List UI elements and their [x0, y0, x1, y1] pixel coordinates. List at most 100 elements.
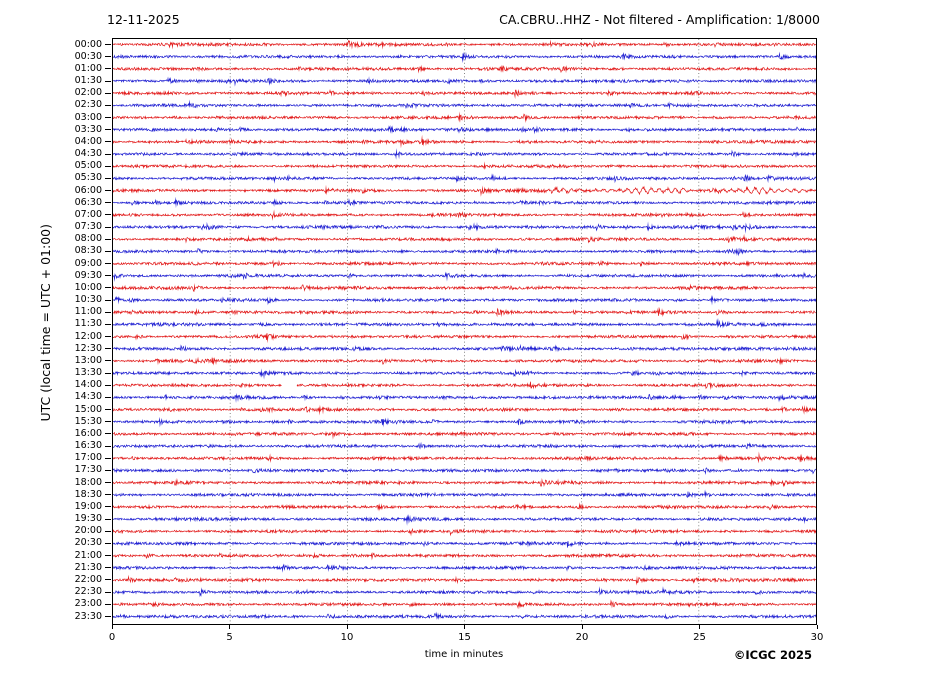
y-tick-label: 17:00 [74, 452, 102, 464]
y-tick-mark [105, 250, 111, 252]
y-tick-mark [105, 275, 111, 277]
y-tick-mark [105, 92, 111, 94]
y-tick-mark [105, 372, 111, 374]
y-tick-mark [105, 567, 111, 569]
y-tick-label: 16:00 [74, 427, 102, 439]
y-tick-label: 17:30 [74, 464, 102, 476]
y-tick-label: 11:30 [74, 318, 102, 330]
y-tick-mark [105, 311, 111, 313]
y-tick-label: 08:00 [74, 233, 102, 245]
y-tick-label: 07:30 [74, 221, 102, 233]
y-tick-mark [105, 214, 111, 216]
y-tick-label: 10:30 [74, 294, 102, 306]
y-tick-label: 23:00 [74, 598, 102, 610]
y-tick-label: 03:00 [74, 111, 102, 123]
y-tick-mark [105, 542, 111, 544]
y-tick-mark [105, 263, 111, 265]
y-tick-label: 13:30 [74, 367, 102, 379]
y-tick-label: 19:00 [74, 500, 102, 512]
y-tick-mark [105, 323, 111, 325]
y-tick-mark [105, 165, 111, 167]
y-tick-mark [105, 396, 111, 398]
y-tick-label: 15:30 [74, 415, 102, 427]
y-tick-mark [105, 494, 111, 496]
x-tick-mark [346, 625, 348, 629]
y-tick-mark [105, 384, 111, 386]
y-tick-mark [105, 202, 111, 204]
y-tick-label: 22:00 [74, 573, 102, 585]
y-tick-label: 16:30 [74, 440, 102, 452]
y-tick-label: 09:30 [74, 269, 102, 281]
y-tick-mark [105, 117, 111, 119]
x-tick-label: 15 [458, 632, 471, 643]
y-tick-mark [105, 190, 111, 192]
plot-area [112, 38, 817, 625]
x-tick-label: 0 [108, 632, 116, 643]
x-tick-label: 20 [575, 632, 589, 643]
y-tick-label: 00:30 [74, 50, 102, 62]
y-tick-label: 15:00 [74, 403, 102, 415]
y-tick-label: 19:30 [74, 513, 102, 525]
y-tick-label: 01:00 [74, 62, 102, 74]
station-title: CA.CBRU..HHZ - Not filtered - Amplificat… [499, 12, 820, 27]
y-tick-mark [105, 360, 111, 362]
y-tick-mark [105, 433, 111, 435]
y-tick-label: 20:00 [74, 525, 102, 537]
x-tick-label: 30 [810, 632, 824, 643]
y-tick-mark [105, 68, 111, 70]
x-tick-mark [229, 625, 230, 629]
y-tick-mark [105, 579, 111, 581]
y-tick-mark [105, 555, 111, 557]
y-tick-mark [105, 421, 111, 423]
y-tick-mark [105, 299, 111, 301]
y-tick-label: 06:30 [74, 196, 102, 208]
y-tick-mark [105, 56, 111, 58]
y-tick-mark [105, 141, 111, 143]
x-tick-mark [581, 625, 583, 629]
y-tick-label: 04:00 [74, 135, 102, 147]
y-tick-mark [105, 603, 111, 605]
y-tick-label: 00:00 [74, 38, 102, 50]
x-tick-label: 5 [226, 632, 233, 643]
y-tick-label: 22:30 [74, 586, 102, 598]
y-tick-label: 02:30 [74, 99, 102, 111]
y-tick-label: 05:00 [74, 160, 102, 172]
copyright-text: ©ICGC 2025 [733, 648, 812, 662]
y-tick-label: 05:30 [74, 172, 102, 184]
y-tick-label: 10:00 [74, 281, 102, 293]
y-tick-mark [105, 153, 111, 155]
y-tick-mark [105, 177, 111, 179]
y-tick-label: 23:30 [74, 610, 102, 622]
y-tick-label: 21:00 [74, 549, 102, 561]
y-tick-label: 02:00 [74, 87, 102, 99]
y-tick-mark [105, 238, 111, 240]
y-tick-label: 04:30 [74, 148, 102, 160]
y-tick-mark [105, 409, 111, 411]
plot-date-title: 12-11-2025 [107, 12, 180, 27]
y-tick-label: 01:30 [74, 75, 102, 86]
x-tick-mark [111, 625, 113, 629]
y-tick-label: 07:00 [74, 208, 102, 220]
y-tick-mark [105, 287, 111, 289]
y-tick-mark [105, 469, 111, 471]
y-tick-label: 18:00 [74, 476, 102, 488]
y-tick-label: 12:00 [74, 330, 102, 342]
x-tick-label: 10 [340, 632, 354, 643]
x-tick-mark [816, 625, 818, 629]
y-tick-label: 08:30 [74, 245, 102, 257]
y-tick-label: 12:30 [74, 342, 102, 354]
x-tick-mark [464, 625, 465, 629]
y-tick-mark [105, 591, 111, 593]
y-tick-mark [105, 336, 111, 338]
y-tick-mark [105, 44, 111, 45]
y-tick-label: 13:00 [74, 354, 102, 366]
y-tick-mark [105, 445, 111, 447]
y-tick-label: 03:30 [74, 123, 102, 135]
y-tick-mark [105, 518, 111, 520]
y-tick-label: 11:00 [74, 306, 102, 318]
x-tick-label: 25 [693, 632, 706, 643]
seismogram-traces-canvas [113, 39, 816, 624]
y-tick-label: 14:00 [74, 379, 102, 391]
y-tick-mark [105, 226, 111, 228]
